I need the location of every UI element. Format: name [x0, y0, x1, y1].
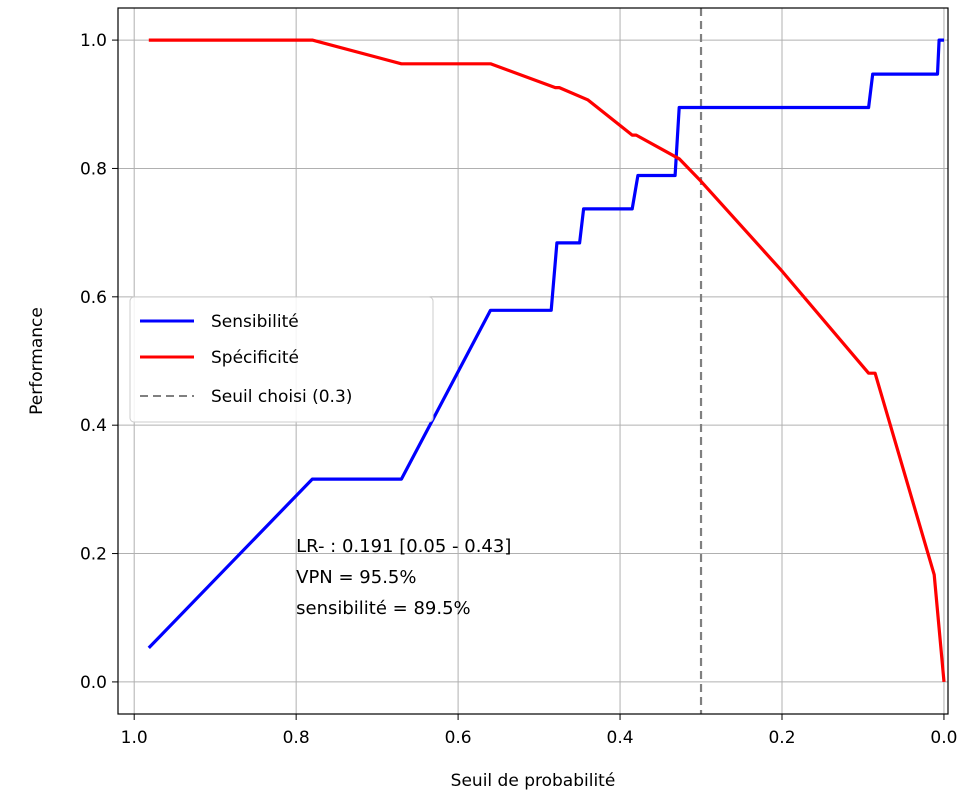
legend-label-threshold: Seuil choisi (0.3)	[211, 387, 352, 407]
series-layer	[147, 38, 946, 683]
legend-label-sensitivity: Sensibilité	[211, 312, 299, 332]
y-tick-label: 0.6	[80, 288, 107, 308]
x-tick-label: 0.8	[283, 728, 310, 748]
plot-frame	[117, 7, 949, 715]
x-tick-label: 0.4	[607, 728, 634, 748]
x-tick-label: 1.0	[121, 728, 148, 748]
y-tick-label: 0.8	[80, 159, 107, 179]
legend-box	[129, 296, 434, 423]
legend-label-specificity: Spécificité	[211, 348, 299, 368]
annotation-sensitivity: sensibilité = 89.5%	[296, 598, 471, 619]
annotation-vpn: VPN = 95.5%	[296, 567, 416, 588]
x-tick-label: 0.6	[445, 728, 472, 748]
annotation-lr: LR- : 0.191 [0.05 - 0.43]	[296, 536, 511, 557]
y-tick-label: 1.0	[80, 31, 107, 51]
annotation: LR- : 0.191 [0.05 - 0.43] VPN = 95.5% se…	[296, 536, 511, 619]
legend: Sensibilité Spécificité Seuil choisi (0.…	[129, 296, 434, 423]
x-axis-label: Seuil de probabilité	[451, 771, 616, 791]
series-line-1	[148, 38, 946, 683]
x-tick-label: 0.2	[768, 728, 795, 748]
ticks: 1.0 0.8 0.6 0.4 0.2 0.0 0.0 0.2 0.4 0.6 0.8 1.0	[80, 31, 958, 748]
y-axis-label: Performance	[27, 307, 47, 415]
y-tick-label: 0.4	[80, 416, 107, 436]
series-line-0	[147, 38, 944, 650]
y-tick-label: 0.2	[80, 545, 107, 565]
x-tick-label: 0.0	[930, 728, 957, 748]
y-tick-label: 0.0	[80, 673, 107, 693]
